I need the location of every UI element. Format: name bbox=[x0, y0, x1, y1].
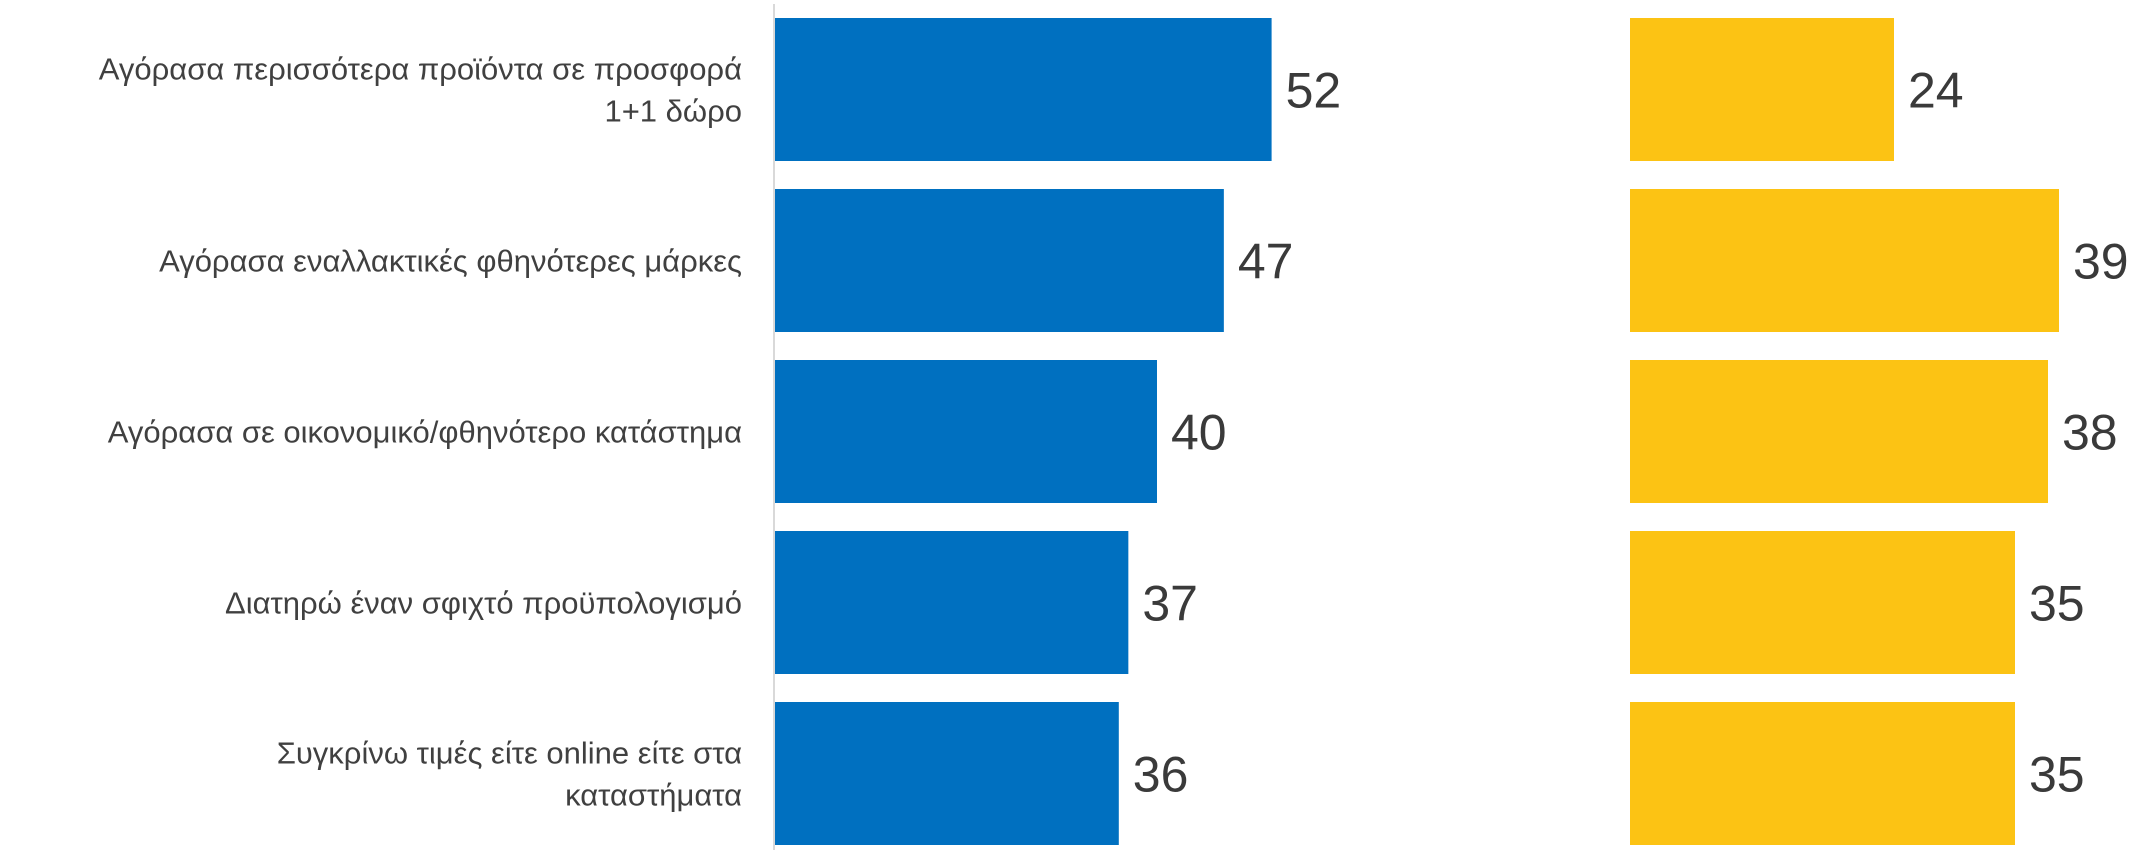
bar bbox=[1630, 531, 2015, 674]
bar bbox=[775, 702, 1119, 845]
category-label-line: καταστήματα bbox=[565, 778, 742, 813]
bar bbox=[775, 360, 1157, 503]
bar bbox=[1630, 360, 2048, 503]
category-label-line: Αγόρασα σε οικονομικό/φθηνότερο κατάστημ… bbox=[108, 415, 742, 450]
data-label: 35 bbox=[2029, 747, 2085, 803]
bar bbox=[775, 531, 1129, 674]
bar bbox=[775, 18, 1272, 161]
data-label: 40 bbox=[1171, 405, 1227, 461]
data-label: 39 bbox=[2073, 234, 2129, 290]
category-labels: Αγόρασα περισσότερα προϊόντα σε προσφορά… bbox=[99, 52, 742, 813]
data-label: 52 bbox=[1286, 63, 1342, 119]
category-label: Συγκρίνω τιμές είτε online είτε στα κατασ… bbox=[277, 736, 742, 813]
data-label: 24 bbox=[1908, 63, 1964, 119]
series-1-bars: 52 47 40 37 36 bbox=[775, 18, 1341, 845]
category-label-line: Αγόρασα περισσότερα προϊόντα σε προσφορά bbox=[99, 52, 742, 87]
category-label-line: Συγκρίνω τιμές είτε online είτε στα bbox=[277, 736, 742, 771]
category-label-line: Αγόρασα εναλλακτικές φθηνότερες μάρκες bbox=[159, 244, 742, 279]
category-label: Αγόρασα περισσότερα προϊόντα σε προσφορά… bbox=[99, 52, 742, 129]
bar bbox=[775, 189, 1224, 332]
category-label: Αγόρασα σε οικονομικό/φθηνότερο κατάστημ… bbox=[108, 415, 742, 450]
bar bbox=[1630, 18, 1894, 161]
category-label: Διατηρώ έναν σφιχτό προϋπολογισμό bbox=[225, 586, 742, 621]
bar bbox=[1630, 189, 2059, 332]
series-2-bars: 24 39 38 35 35 bbox=[1630, 18, 2129, 845]
category-label-line: 1+1 δώρο bbox=[604, 94, 742, 129]
data-label: 35 bbox=[2029, 576, 2085, 632]
category-label-line: Διατηρώ έναν σφιχτό προϋπολογισμό bbox=[225, 586, 742, 621]
category-label: Αγόρασα εναλλακτικές φθηνότερες μάρκες bbox=[159, 244, 742, 279]
data-label: 37 bbox=[1142, 576, 1198, 632]
data-label: 38 bbox=[2062, 405, 2118, 461]
bar bbox=[1630, 702, 2015, 845]
data-label: 47 bbox=[1238, 234, 1294, 290]
data-label: 36 bbox=[1133, 747, 1189, 803]
